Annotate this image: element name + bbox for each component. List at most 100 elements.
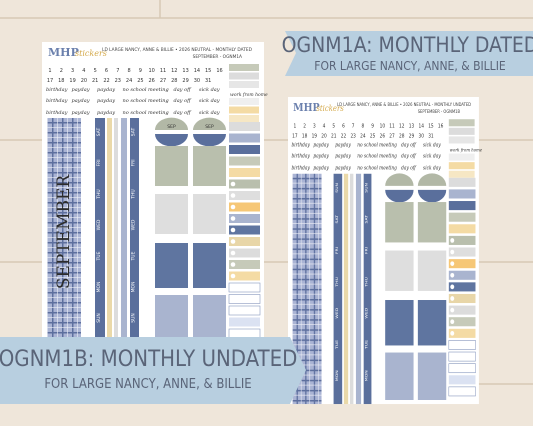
strip [121, 118, 127, 346]
date-number: 18 [302, 133, 307, 139]
day-label: THU [334, 277, 339, 288]
label-sticker [448, 189, 476, 199]
strip [333, 173, 343, 405]
strip [355, 173, 362, 405]
date-number: 25 [137, 78, 143, 84]
date-number: 20 [81, 78, 87, 84]
date-number: 16 [216, 68, 222, 74]
label-sticker [229, 237, 260, 246]
box-sticker [155, 194, 188, 234]
date-number: 24 [360, 133, 365, 139]
box-sticker [417, 300, 447, 346]
day-label: THU [364, 277, 369, 288]
label-sticker [229, 168, 260, 177]
word-sticker: payday [72, 87, 90, 93]
tab-label: SEP [205, 124, 214, 130]
label-sticker [229, 191, 260, 200]
label-sticker [448, 270, 476, 280]
mini-sticker [229, 115, 259, 122]
day-label: SUN [96, 313, 102, 323]
date-number: 1 [48, 68, 51, 74]
label-sticker [448, 363, 476, 374]
box-sticker [417, 250, 447, 291]
label-dot [230, 181, 236, 187]
day-label: TUE [96, 251, 102, 261]
label-dot [450, 284, 455, 290]
word-sticker: birthday [291, 142, 310, 148]
half-circle [385, 189, 414, 203]
date-number: 23 [115, 78, 121, 84]
label-sticker [229, 271, 260, 281]
date-number: 20 [321, 133, 326, 139]
word-sticker: payday [313, 142, 329, 148]
month-vertical: SEPTEMBER [54, 174, 74, 290]
day-label: THU [96, 189, 102, 199]
word-sticker: payday [97, 110, 115, 116]
word-sticker: meeting [379, 142, 397, 148]
label-sticker [229, 179, 260, 189]
strip [114, 118, 118, 346]
day-label: TUE [131, 251, 137, 261]
box-sticker [385, 202, 414, 243]
strip [343, 173, 349, 405]
mini-sticker [229, 98, 259, 105]
label-sticker [448, 177, 476, 187]
date-number: 13 [409, 123, 414, 129]
date-number: 17 [47, 78, 53, 84]
date-number: 21 [92, 78, 98, 84]
date-number: 6 [105, 68, 108, 74]
label-sticker [448, 340, 476, 350]
word-sticker: payday [72, 110, 90, 116]
word-sticker: day off [174, 87, 193, 93]
banner-subtitle: FOR LARGE NANCY, ANNE, & BILLIE [44, 377, 251, 392]
date-number: 11 [389, 123, 394, 129]
word-sticker: day off [174, 98, 193, 104]
box-sticker [417, 352, 447, 400]
date-number: 5 [332, 123, 335, 129]
word-sticker: birthday [291, 165, 310, 171]
box-sticker [155, 243, 188, 288]
word-sticker: meeting [148, 87, 169, 93]
word-sticker: sick day [423, 165, 441, 171]
date-number: 31 [428, 133, 433, 139]
label-sticker [448, 305, 476, 315]
label-sticker [229, 145, 260, 154]
label-sticker [448, 282, 476, 292]
word-sticker: sick day [423, 142, 441, 148]
word-sticker: day off [401, 142, 416, 148]
date-number: 17 [292, 133, 297, 139]
word-sticker: day off [174, 110, 193, 116]
day-label: TUE [364, 340, 369, 350]
half-circle [417, 173, 447, 186]
box-sticker [155, 295, 188, 342]
date-number: 9 [139, 68, 142, 74]
date-number: 13 [182, 68, 188, 74]
label-sticker [448, 386, 476, 397]
day-label: FRI [364, 247, 369, 254]
date-number: 29 [182, 78, 188, 84]
header-line: LD LARGE NANCY, ANNE & BILLIE • 2026 NEU… [102, 47, 253, 53]
day-label: TUE [334, 340, 339, 350]
label-dot [230, 204, 236, 210]
label-sticker [228, 282, 261, 293]
box-sticker [193, 243, 226, 288]
label-dot [230, 250, 236, 256]
date-number: 4 [82, 68, 85, 74]
day-label: SAT [96, 128, 102, 137]
date-number: 27 [160, 78, 166, 84]
word-sticker: payday [313, 165, 329, 171]
label-sticker [448, 317, 476, 327]
mini-sticker [229, 106, 259, 114]
word-sticker: payday [335, 153, 351, 159]
logo: MHP [48, 46, 79, 59]
label-sticker [448, 293, 476, 304]
date-number: 22 [103, 78, 109, 84]
label-sticker [229, 122, 260, 131]
logo-script: stickers [316, 104, 344, 114]
label-dot [450, 238, 455, 243]
label-dot [450, 261, 455, 266]
date-number: 16 [438, 123, 443, 129]
day-label: MON [364, 370, 369, 381]
word-sticker: payday [97, 87, 115, 93]
mini-sticker [448, 153, 475, 161]
